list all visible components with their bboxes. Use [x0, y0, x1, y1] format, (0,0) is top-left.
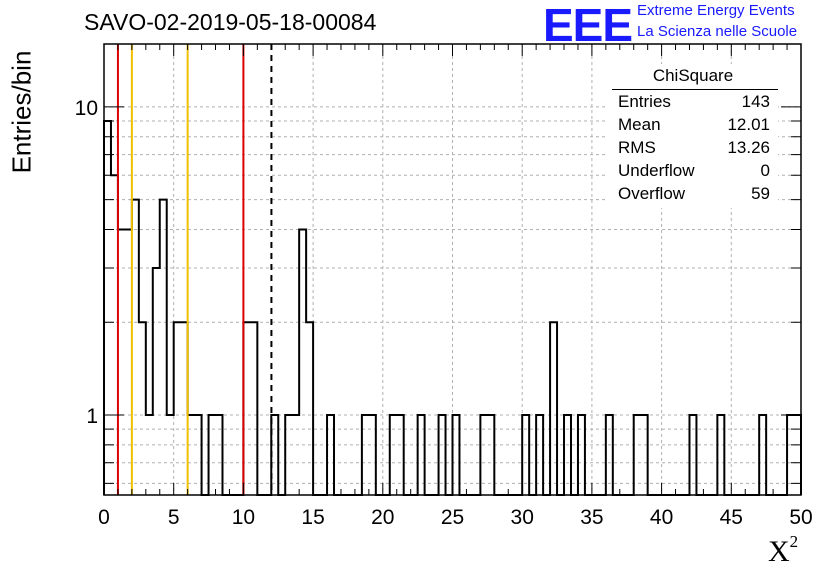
- histogram-bin: [250, 322, 257, 495]
- histogram-bin: [118, 230, 125, 495]
- stats-label: Overflow: [618, 184, 686, 203]
- x-tick-label: 5: [168, 506, 180, 529]
- stats-label: Underflow: [618, 161, 695, 180]
- histogram-bin: [578, 415, 585, 495]
- x-tick-label: 35: [580, 506, 603, 529]
- stats-box: ChiSquare Entries 143 Mean 12.01 RMS 13.…: [608, 64, 778, 208]
- histogram-bin: [167, 415, 174, 495]
- histogram-bin: [439, 415, 446, 495]
- stats-label: Mean: [618, 115, 661, 134]
- histogram-bin: [487, 415, 494, 495]
- histogram-bin: [125, 230, 132, 495]
- y-tick-label: 10: [75, 97, 98, 120]
- stats-title: ChiSquare: [652, 66, 734, 85]
- stats-value: 143: [741, 92, 770, 111]
- x-tick-label: 50: [789, 506, 812, 529]
- histogram-bin: [634, 415, 641, 495]
- histogram-bin: [418, 415, 425, 495]
- histogram-bin: [564, 415, 571, 495]
- x-tick-label: 0: [98, 506, 110, 529]
- histogram-bin: [689, 415, 696, 495]
- logo-subtitle-2: La Scienza nelle Scuole: [637, 23, 798, 40]
- histogram-bin: [390, 415, 397, 495]
- run-title: SAVO-02-2019-05-18-00084: [84, 9, 377, 35]
- histogram-bin: [306, 322, 313, 495]
- histogram-bin: [188, 415, 195, 495]
- stats-row-overflow: Overflow 59: [618, 184, 770, 204]
- stats-row-mean: Mean 12.01: [618, 115, 770, 135]
- histogram-bin: [606, 415, 613, 495]
- eee-logo: EEE: [543, 0, 633, 51]
- x-tick-label: 25: [441, 506, 464, 529]
- histogram-bin: [285, 415, 292, 495]
- histogram-bin: [397, 415, 404, 495]
- histogram-bin: [327, 415, 334, 495]
- histogram-bin: [522, 415, 529, 495]
- histogram-bin: [160, 200, 167, 495]
- histogram-bin: [181, 322, 188, 495]
- stats-value: 59: [751, 184, 770, 203]
- stats-label: Entries: [618, 92, 671, 111]
- histogram-bin: [550, 322, 557, 495]
- histogram-bin: [759, 415, 766, 495]
- histogram-bin: [536, 415, 543, 495]
- histogram-bin: [174, 322, 181, 495]
- histogram-bin: [153, 268, 160, 495]
- x-tick-label: 15: [301, 506, 324, 529]
- stats-label: RMS: [618, 138, 656, 157]
- y-axis-label: Entries/bin: [6, 50, 37, 174]
- x-tick-label: 10: [232, 506, 255, 529]
- histogram-bin: [453, 415, 460, 495]
- histogram-bin: [132, 200, 139, 495]
- histogram-bin: [146, 415, 153, 495]
- stats-value: 0: [760, 161, 770, 180]
- x-tick-label: 20: [371, 506, 394, 529]
- stats-divider: [612, 89, 778, 90]
- histogram-bin: [299, 230, 306, 495]
- x-tick-label: 40: [650, 506, 673, 529]
- histogram-bin: [104, 121, 111, 495]
- y-tick-label: 1: [86, 405, 98, 428]
- histogram-bin: [369, 415, 376, 495]
- histogram-bin: [480, 415, 487, 495]
- x-axis-label: X2: [768, 532, 799, 568]
- histogram-bin: [209, 415, 216, 495]
- stats-value: 12.01: [727, 115, 770, 134]
- histogram-bin: [195, 415, 202, 495]
- logo-subtitle-1: Extreme Energy Events: [637, 2, 795, 19]
- stats-value: 13.26: [727, 138, 770, 157]
- histogram-bin: [139, 322, 146, 495]
- stats-row-rms: RMS 13.26: [618, 138, 770, 158]
- x-tick-label: 30: [511, 506, 534, 529]
- histogram-bin: [216, 415, 223, 495]
- histogram-bin: [717, 415, 724, 495]
- histogram-bin: [243, 322, 250, 495]
- histogram-bin: [362, 415, 369, 495]
- histogram-bin: [292, 415, 299, 495]
- stats-row-underflow: Underflow 0: [618, 161, 770, 181]
- x-tick-label: 45: [720, 506, 743, 529]
- stats-row-entries: Entries 143: [618, 92, 770, 112]
- histogram-bin: [641, 415, 648, 495]
- histogram-bin: [111, 175, 118, 495]
